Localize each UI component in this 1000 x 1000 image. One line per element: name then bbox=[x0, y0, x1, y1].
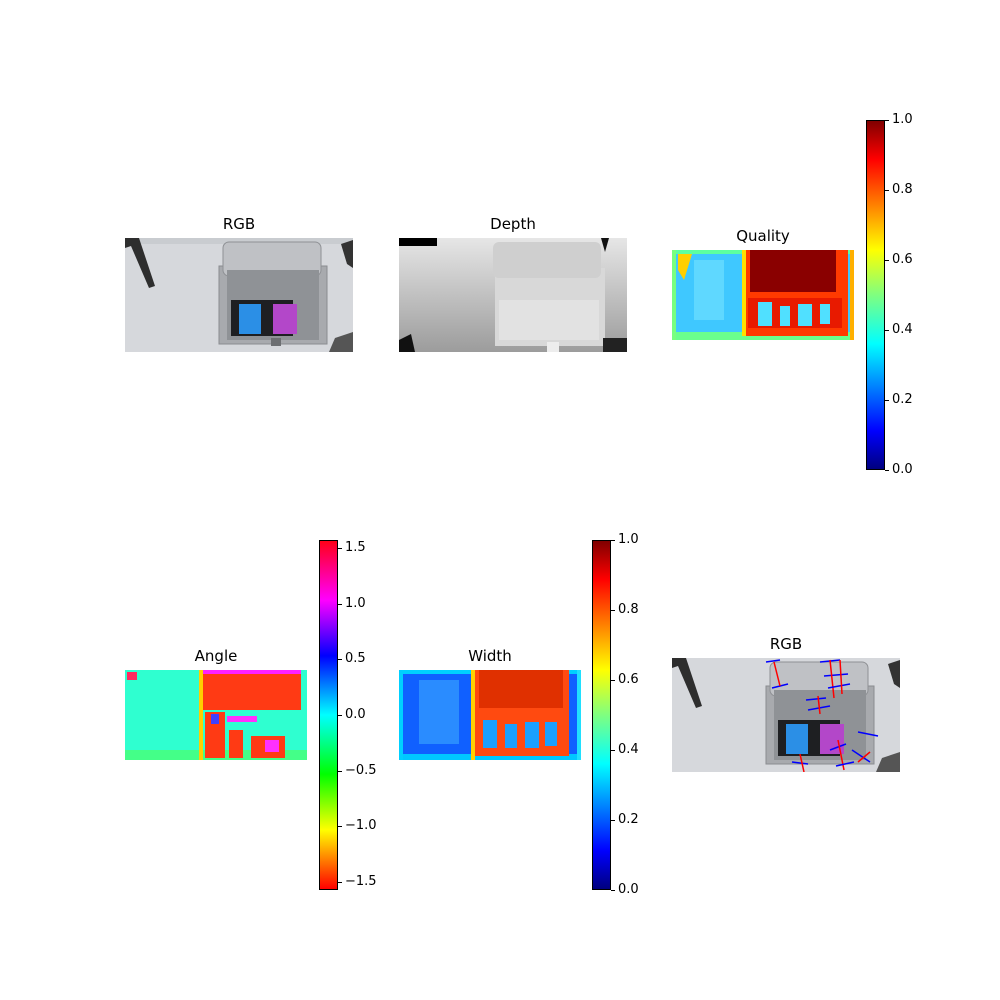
angle-title: Angle bbox=[194, 647, 238, 665]
angle-colorbar-tick-label: −1.5 bbox=[345, 874, 377, 890]
rgb-top-image bbox=[125, 238, 353, 352]
width-colorbar-tick-label: 0.8 bbox=[618, 602, 639, 617]
quality-colorbar-tick-label: 0.4 bbox=[892, 322, 913, 337]
width-colorbar-tick bbox=[611, 890, 615, 891]
quality-colorbar-tick-label: 0.2 bbox=[892, 392, 913, 407]
quality-colorbar-tick bbox=[885, 260, 889, 261]
angle-colorbar-tick-label: 0.0 bbox=[345, 707, 366, 722]
rgb-bottom-title: RGB bbox=[769, 635, 803, 653]
width-colorbar-tick-label: 0.4 bbox=[618, 742, 639, 757]
angle-colorbar-tick-label: −1.0 bbox=[345, 818, 377, 834]
angle-colorbar-tick bbox=[338, 770, 342, 772]
quality-colorbar-tick bbox=[885, 400, 889, 401]
angle-colorbar-tick-label: 1.0 bbox=[345, 595, 366, 611]
angle-colorbar-tick bbox=[338, 826, 342, 828]
quality-colorbar-tick-label: 0.0 bbox=[892, 462, 913, 477]
angle-heatmap bbox=[125, 670, 307, 760]
width-colorbar-tick bbox=[611, 820, 615, 821]
depth-image bbox=[399, 238, 627, 352]
angle-colorbar bbox=[319, 540, 338, 890]
angle-colorbar-tick-label: 1.5 bbox=[345, 539, 366, 555]
rgb-grasp-image bbox=[672, 658, 900, 772]
angle-colorbar-tick-label: −0.5 bbox=[345, 762, 377, 778]
angle-colorbar-tick bbox=[338, 603, 342, 605]
width-colorbar-tick-label: 0.6 bbox=[618, 672, 639, 687]
quality-colorbar-tick bbox=[885, 120, 889, 121]
rgb-top-title: RGB bbox=[222, 215, 256, 233]
angle-colorbar-tick bbox=[338, 659, 342, 661]
angle-colorbar-tick bbox=[338, 547, 342, 549]
quality-title: Quality bbox=[736, 227, 790, 245]
width-colorbar-tick bbox=[611, 540, 615, 541]
angle-colorbar-tick-label: 0.5 bbox=[345, 651, 366, 667]
quality-colorbar-tick-label: 1.0 bbox=[892, 112, 913, 127]
width-colorbar-tick bbox=[611, 750, 615, 751]
grasp-markers bbox=[765, 659, 879, 772]
quality-colorbar-tick bbox=[885, 330, 889, 331]
angle-colorbar-tick bbox=[338, 715, 342, 716]
quality-colorbar-tick bbox=[885, 190, 889, 191]
width-title: Width bbox=[468, 647, 512, 665]
width-colorbar bbox=[592, 540, 611, 890]
width-colorbar-tick-label: 0.0 bbox=[618, 882, 639, 897]
angle-colorbar-tick bbox=[338, 882, 342, 884]
quality-heatmap bbox=[672, 250, 854, 340]
width-colorbar-tick bbox=[611, 610, 615, 611]
width-colorbar-tick-label: 0.2 bbox=[618, 812, 639, 827]
width-colorbar-tick-label: 1.0 bbox=[618, 532, 639, 547]
quality-colorbar-tick bbox=[885, 470, 889, 471]
quality-colorbar-tick-label: 0.8 bbox=[892, 182, 913, 197]
width-colorbar-tick bbox=[611, 680, 615, 681]
quality-colorbar-tick-label: 0.6 bbox=[892, 252, 913, 267]
quality-colorbar bbox=[866, 120, 885, 470]
depth-title: Depth bbox=[490, 215, 536, 233]
width-heatmap bbox=[399, 670, 581, 760]
